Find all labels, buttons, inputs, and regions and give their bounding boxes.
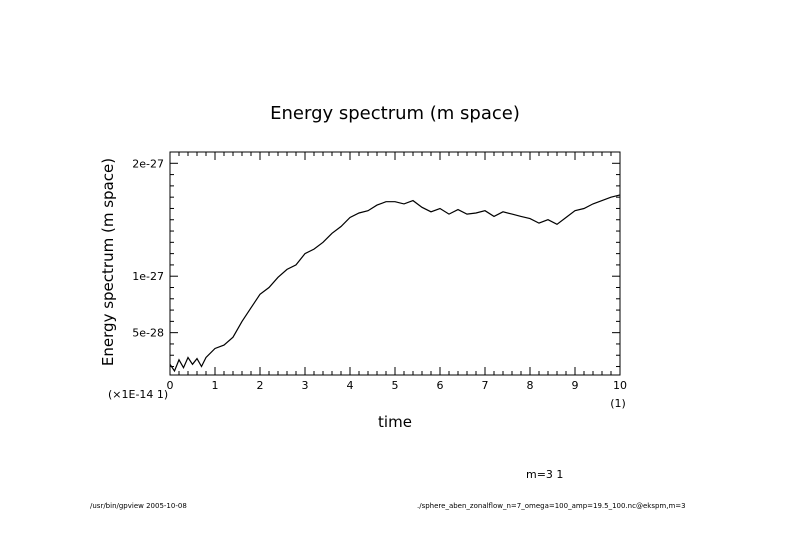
x-axis-label: time bbox=[378, 413, 412, 431]
x-scale-label: (1) bbox=[610, 397, 626, 410]
x-tick-label: 5 bbox=[392, 379, 399, 392]
footer-left: /usr/bin/gpview 2005-10-08 bbox=[90, 502, 187, 510]
y-axis-label: Energy spectrum (m space) bbox=[99, 158, 117, 366]
y-tick-label: 1e-27 bbox=[132, 270, 164, 283]
x-tick-label: 9 bbox=[572, 379, 579, 392]
series-line bbox=[169, 194, 621, 373]
annotation-mode: m=3 1 bbox=[526, 468, 563, 481]
x-tick-label: 4 bbox=[347, 379, 354, 392]
x-tick-label: 7 bbox=[482, 379, 489, 392]
x-tick-labels: 0 1 2 3 4 5 6 7 8 9 10 bbox=[167, 379, 628, 392]
y-tick-labels: 5e-28 1e-27 2e-27 bbox=[132, 157, 164, 339]
y-scale-label: (×1E-14 1) bbox=[108, 388, 168, 401]
x-tick-label: 1 bbox=[212, 379, 219, 392]
x-tick-label: 8 bbox=[527, 379, 534, 392]
y-tick-label: 2e-27 bbox=[132, 157, 164, 170]
x-tick-label: 10 bbox=[613, 379, 627, 392]
chart-title: Energy spectrum (m space) bbox=[270, 103, 520, 124]
tick-marks bbox=[169, 151, 621, 375]
plot-frame bbox=[169, 151, 621, 376]
x-tick-label: 3 bbox=[302, 379, 309, 392]
x-tick-label: 2 bbox=[257, 379, 264, 392]
footer-right: ./sphere_aben_zonalflow_n=7_omega=100_am… bbox=[417, 502, 686, 510]
x-tick-label: 0 bbox=[167, 379, 174, 392]
y-tick-label: 5e-28 bbox=[132, 327, 164, 340]
x-tick-label: 6 bbox=[437, 379, 444, 392]
